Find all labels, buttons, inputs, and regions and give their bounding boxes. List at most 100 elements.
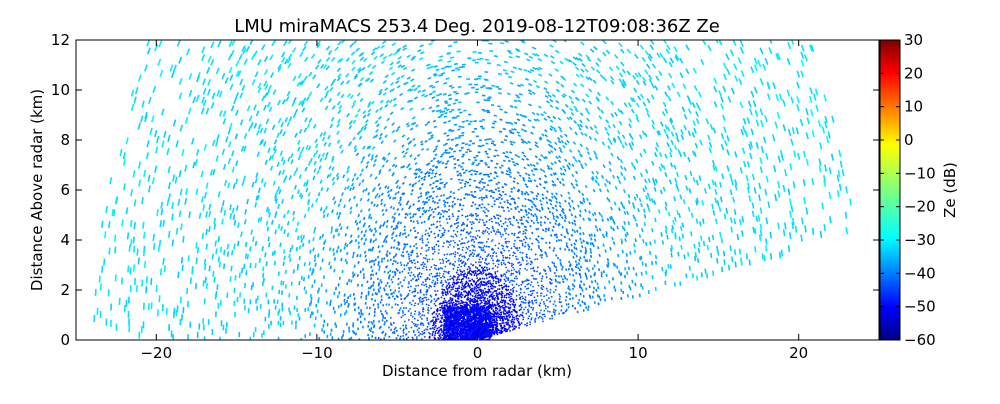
reflectivity-gate — [510, 272, 513, 275]
reflectivity-gate — [392, 97, 397, 102]
reflectivity-gate — [547, 305, 549, 308]
reflectivity-gate — [578, 258, 581, 262]
reflectivity-gate — [363, 233, 366, 238]
reflectivity-gate — [453, 123, 458, 126]
reflectivity-gate — [456, 170, 459, 173]
reflectivity-gate — [527, 198, 530, 202]
reflectivity-gate — [581, 300, 584, 304]
reflectivity-gate — [443, 115, 448, 118]
reflectivity-gate — [626, 294, 629, 298]
reflectivity-gate — [369, 273, 373, 277]
reflectivity-gate — [431, 199, 435, 203]
reflectivity-gate — [414, 279, 417, 282]
reflectivity-gate — [496, 270, 499, 273]
reflectivity-gate — [523, 166, 527, 170]
reflectivity-gate — [380, 198, 384, 202]
reflectivity-gate — [442, 324, 445, 327]
reflectivity-gate — [397, 243, 400, 247]
reflectivity-gate — [582, 309, 585, 312]
reflectivity-gate — [396, 207, 400, 211]
reflectivity-gate — [434, 281, 437, 284]
reflectivity-gate — [590, 177, 594, 181]
reflectivity-gate — [485, 257, 487, 260]
reflectivity-gate — [421, 297, 424, 300]
reflectivity-gate — [497, 217, 500, 220]
reflectivity-gate — [426, 326, 429, 328]
reflectivity-gate — [335, 249, 339, 254]
reflectivity-gate — [513, 106, 518, 109]
reflectivity-gate — [486, 111, 491, 114]
reflectivity-gate — [414, 323, 417, 326]
reflectivity-gate — [453, 162, 457, 166]
reflectivity-gate — [536, 266, 539, 269]
reflectivity-gate — [434, 264, 438, 267]
reflectivity-gate — [529, 263, 532, 266]
reflectivity-gate — [427, 76, 432, 80]
reflectivity-gate — [424, 193, 428, 196]
reflectivity-gate — [546, 289, 549, 292]
reflectivity-gate — [458, 134, 462, 138]
reflectivity-gate — [493, 114, 498, 117]
reflectivity-gate — [422, 308, 424, 311]
reflectivity-gate — [575, 294, 578, 297]
reflectivity-gate — [378, 265, 381, 269]
reflectivity-gate — [481, 294, 484, 297]
reflectivity-gate — [490, 217, 493, 220]
reflectivity-gate — [480, 301, 483, 304]
reflectivity-gate — [479, 189, 482, 192]
reflectivity-gate — [314, 262, 317, 267]
reflectivity-gate — [535, 218, 539, 222]
reflectivity-gate — [491, 317, 494, 320]
reflectivity-gate — [431, 96, 436, 100]
reflectivity-gate — [463, 109, 467, 112]
reflectivity-gate — [583, 301, 586, 305]
reflectivity-gate — [490, 240, 493, 243]
reflectivity-gate — [436, 289, 439, 292]
reflectivity-gate — [504, 275, 507, 278]
reflectivity-gate — [634, 238, 637, 243]
reflectivity-gate — [526, 58, 531, 62]
reflectivity-gate — [485, 196, 488, 199]
reflectivity-gate — [388, 335, 391, 338]
reflectivity-gate — [631, 295, 634, 299]
reflectivity-gate — [566, 116, 571, 121]
reflectivity-gate — [461, 301, 464, 304]
reflectivity-gate — [510, 143, 514, 146]
reflectivity-gate — [469, 302, 472, 305]
reflectivity-gate — [349, 234, 353, 238]
reflectivity-gate — [500, 296, 503, 299]
reflectivity-gate — [474, 236, 476, 239]
reflectivity-gate — [517, 210, 521, 214]
reflectivity-gate — [604, 183, 608, 187]
reflectivity-gate — [414, 96, 418, 100]
reflectivity-gate — [512, 186, 516, 190]
reflectivity-gate — [334, 322, 337, 326]
reflectivity-gate — [451, 288, 454, 291]
reflectivity-gate — [379, 286, 382, 289]
reflectivity-gate — [475, 261, 477, 264]
reflectivity-gate — [585, 146, 590, 151]
reflectivity-gate — [470, 223, 473, 226]
reflectivity-gate — [363, 123, 368, 128]
reflectivity-gate — [624, 238, 627, 242]
reflectivity-gate — [402, 332, 405, 334]
reflectivity-gate — [503, 272, 506, 276]
reflectivity-gate — [461, 238, 464, 241]
reflectivity-gate — [585, 259, 589, 263]
reflectivity-gate — [569, 107, 574, 112]
reflectivity-gate — [425, 289, 429, 292]
reflectivity-gate — [441, 294, 445, 297]
reflectivity-gate — [553, 311, 556, 314]
reflectivity-gate — [405, 306, 408, 309]
reflectivity-gate — [459, 198, 462, 201]
reflectivity-gate — [389, 111, 394, 116]
reflectivity-gate — [414, 266, 417, 269]
reflectivity-gate — [464, 193, 467, 196]
reflectivity-gate — [374, 229, 378, 234]
reflectivity-gate — [538, 182, 542, 186]
reflectivity-gate — [364, 254, 367, 258]
reflectivity-gate — [560, 216, 564, 220]
reflectivity-gate — [391, 129, 396, 134]
reflectivity-gate — [459, 66, 464, 69]
reflectivity-gate — [490, 195, 493, 198]
